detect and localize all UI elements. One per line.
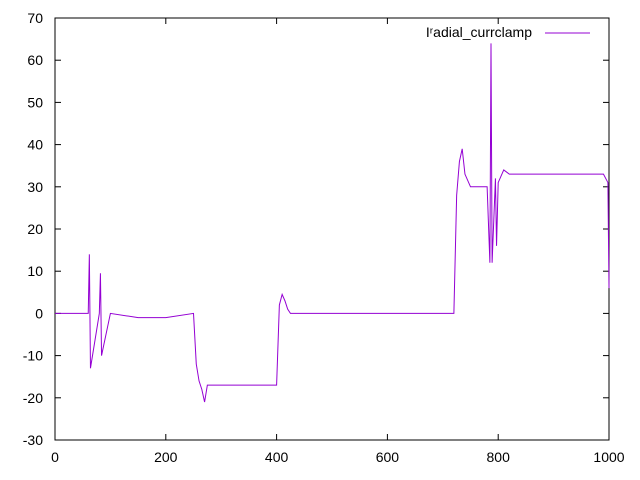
y-tick-label: -20 [23,390,43,406]
y-tick-label: 0 [35,305,43,321]
y-tick-label: 70 [27,10,43,26]
y-tick-label: 40 [27,137,43,153]
plot-frame [54,17,610,441]
axis-tick-labels: 0 200 400 600 800 1000 -30 -20 -10 0 10 20 30 40 50 60 7… [23,10,625,465]
x-tick-label: 0 [51,449,59,465]
legend-label: Iʳadial_currclamp [426,24,532,40]
x-tick-label: 800 [487,449,511,465]
y-tick-label: 10 [27,263,43,279]
x-tick-label: 400 [265,449,289,465]
legend: Iʳadial_currclamp [426,24,590,40]
axis-ticks [54,17,610,441]
series-line [55,43,610,403]
y-tick-label: 20 [27,221,43,237]
series-layer [55,43,610,403]
x-tick-label: 600 [376,449,400,465]
y-tick-label: 60 [27,52,43,68]
x-tick-label: 1000 [593,449,624,465]
y-tick-label: 50 [27,94,43,110]
y-tick-label: 30 [27,179,43,195]
y-tick-label: -10 [23,348,43,364]
y-tick-label: -30 [23,432,43,448]
x-tick-label: 200 [154,449,178,465]
